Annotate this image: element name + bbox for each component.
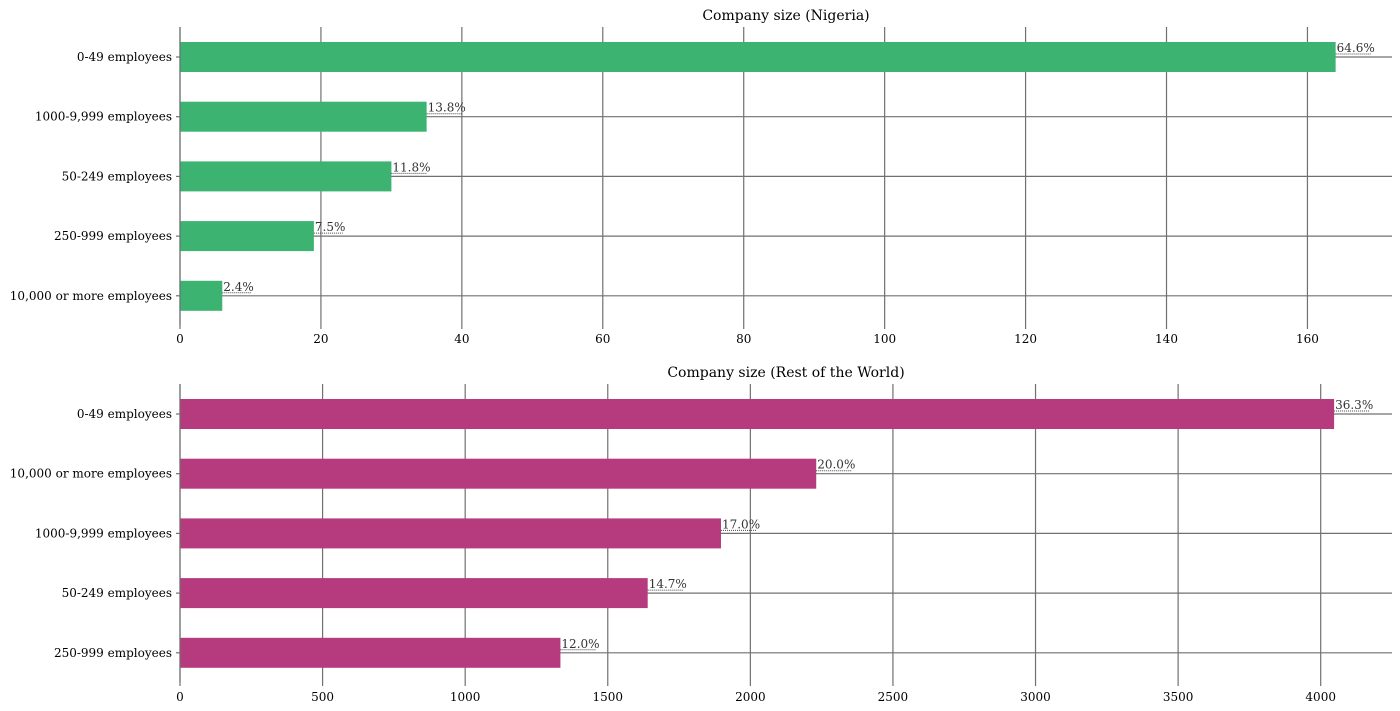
data-label: 13.8% — [428, 101, 466, 115]
x-tick-label: 500 — [311, 690, 334, 704]
x-tick-label: 20 — [313, 332, 328, 346]
y-tick-label: 50-249 employees — [62, 169, 172, 183]
x-tick-label: 0 — [176, 690, 184, 704]
data-label: 14.7% — [649, 577, 687, 591]
bar — [180, 161, 391, 191]
data-label: 2.4% — [223, 280, 254, 294]
y-tick-label: 50-249 employees — [62, 586, 172, 600]
x-tick-label: 60 — [595, 332, 610, 346]
y-tick-label: 0-49 employees — [77, 407, 172, 421]
chart-title: Company size (Nigeria) — [702, 8, 869, 24]
data-label: 11.8% — [392, 160, 430, 174]
y-tick-label: 0-49 employees — [77, 50, 172, 64]
x-tick-label: 3000 — [1020, 690, 1051, 704]
x-tick-label: 140 — [1155, 332, 1178, 346]
bar — [180, 578, 648, 608]
chart-title: Company size (Rest of the World) — [667, 365, 904, 381]
y-tick-label: 1000-9,999 employees — [35, 526, 172, 540]
y-tick-label: 10,000 or more employees — [10, 467, 172, 481]
bar — [180, 42, 1336, 72]
y-tick-label: 1000-9,999 employees — [35, 110, 172, 124]
x-tick-label: 120 — [1014, 332, 1037, 346]
bar — [180, 399, 1334, 429]
x-tick-label: 80 — [736, 332, 751, 346]
x-tick-label: 160 — [1296, 332, 1319, 346]
x-tick-label: 100 — [873, 332, 896, 346]
x-tick-label: 1500 — [592, 690, 623, 704]
data-label: 36.3% — [1335, 398, 1373, 412]
x-tick-label: 3500 — [1163, 690, 1194, 704]
bar — [180, 459, 816, 489]
x-tick-label: 2500 — [878, 690, 909, 704]
data-label: 12.0% — [561, 637, 599, 651]
y-tick-label: 250-999 employees — [54, 229, 172, 243]
chart-rest-of-world: Company size (Rest of the World) 0 500 1000… — [10, 365, 1392, 704]
x-tick-label: 40 — [454, 332, 469, 346]
bar — [180, 281, 222, 311]
data-label: 64.6% — [1337, 41, 1375, 55]
x-tick-label: 1000 — [450, 690, 481, 704]
x-tick-label: 0 — [176, 332, 184, 346]
bar — [180, 518, 721, 548]
data-label: 17.0% — [722, 517, 760, 531]
x-tick-label: 2000 — [735, 690, 766, 704]
data-label: 20.0% — [817, 458, 855, 472]
data-label: 7.5% — [315, 220, 346, 234]
bar — [180, 221, 314, 251]
y-tick-label: 250-999 employees — [54, 646, 172, 660]
chart-nigeria: Company size (Nigeria) 0 20 40 60 80 100 120 140… — [10, 8, 1392, 346]
y-tick-label: 10,000 or more employees — [10, 289, 172, 303]
x-tick-label: 4000 — [1305, 690, 1336, 704]
bar — [180, 102, 427, 132]
bar — [180, 638, 560, 668]
